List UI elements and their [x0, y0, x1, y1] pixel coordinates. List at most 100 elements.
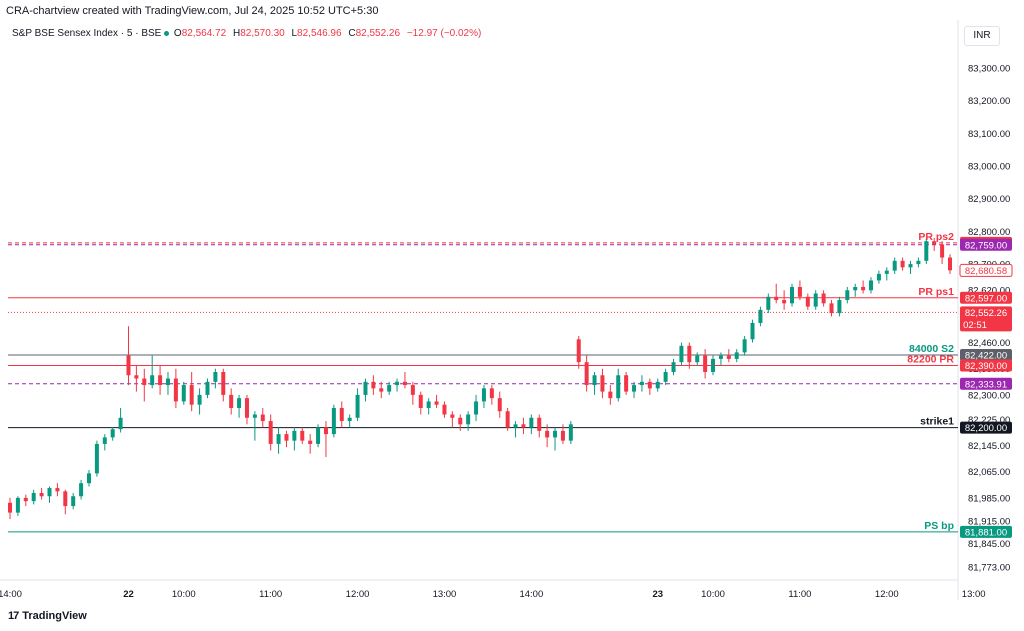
candle-body[interactable] [237, 398, 242, 408]
candle-body[interactable] [805, 296, 810, 307]
candle-body[interactable] [505, 411, 510, 428]
candle-body[interactable] [379, 388, 384, 392]
candle-body[interactable] [292, 430, 297, 441]
candle-body[interactable] [71, 496, 76, 507]
candle-body[interactable] [521, 424, 526, 428]
candle-body[interactable] [845, 290, 850, 301]
candle-body[interactable] [15, 497, 20, 513]
candle-body[interactable] [213, 371, 218, 382]
candle-body[interactable] [79, 483, 84, 497]
candle-body[interactable] [916, 260, 921, 265]
candle-body[interactable] [600, 375, 605, 392]
candle-body[interactable] [86, 473, 91, 484]
candle-body[interactable] [624, 375, 629, 392]
symbol-name[interactable]: S&P BSE Sensex Index · 5 · BSE [12, 28, 162, 39]
candle-body[interactable] [363, 381, 368, 395]
candle-body[interactable] [197, 394, 202, 405]
candle-body[interactable] [402, 381, 407, 386]
candle-body[interactable] [102, 437, 107, 444]
candle-body[interactable] [8, 502, 12, 513]
candle-body[interactable] [142, 378, 147, 386]
candle-body[interactable] [537, 417, 542, 431]
candle-body[interactable] [418, 394, 423, 408]
candle-body[interactable] [284, 434, 289, 441]
candle-body[interactable] [158, 375, 163, 386]
candle-body[interactable] [276, 434, 281, 444]
candle-body[interactable] [173, 378, 178, 402]
candle-body[interactable] [560, 430, 565, 441]
candle-body[interactable] [703, 355, 708, 372]
candle-body[interactable] [940, 244, 945, 258]
candle-body[interactable] [308, 440, 313, 444]
candle-body[interactable] [229, 394, 234, 408]
candle-body[interactable] [655, 381, 660, 389]
candle-body[interactable] [347, 417, 352, 422]
candle-body[interactable] [47, 488, 52, 497]
candle-body[interactable] [118, 417, 123, 430]
candle-body[interactable] [268, 421, 273, 444]
candle-body[interactable] [181, 385, 186, 402]
candle-body[interactable] [442, 404, 447, 415]
candle-body[interactable] [576, 339, 581, 363]
candle-body[interactable] [489, 388, 494, 399]
candle-body[interactable] [316, 427, 321, 444]
candle-body[interactable] [687, 345, 692, 363]
candle-body[interactable] [450, 414, 455, 418]
candle-body[interactable] [813, 293, 818, 307]
candle-body[interactable] [837, 300, 842, 314]
candle-body[interactable] [221, 371, 226, 395]
candle-body[interactable] [647, 381, 652, 389]
candle-body[interactable] [474, 401, 479, 415]
candle-body[interactable] [742, 339, 747, 353]
candle-body[interactable] [884, 270, 889, 274]
candle-body[interactable] [821, 293, 826, 304]
candle-body[interactable] [529, 417, 534, 428]
candle-body[interactable] [671, 362, 676, 372]
candle-body[interactable] [371, 381, 376, 389]
candle-body[interactable] [205, 381, 210, 395]
candle-body[interactable] [750, 322, 755, 340]
candle-body[interactable] [774, 296, 779, 301]
candle-body[interactable] [695, 355, 700, 363]
candle-body[interactable] [31, 492, 36, 502]
candle-body[interactable] [790, 286, 795, 304]
candle-body[interactable] [892, 260, 897, 271]
candle-body[interactable] [908, 264, 913, 268]
candle-body[interactable] [711, 358, 716, 372]
candle-body[interactable] [853, 286, 858, 291]
candle-body[interactable] [110, 429, 115, 438]
candle-body[interactable] [632, 385, 637, 392]
candle-body[interactable] [797, 286, 802, 297]
candle-body[interactable] [331, 407, 336, 435]
candle-body[interactable] [568, 424, 573, 441]
candle-body[interactable] [932, 241, 937, 245]
candle-body[interactable] [584, 362, 589, 386]
candle-body[interactable] [679, 345, 684, 363]
candle-body[interactable] [545, 430, 550, 438]
candle-body[interactable] [513, 424, 518, 428]
candle-body[interactable] [726, 355, 731, 359]
candle-body[interactable] [63, 491, 68, 507]
candle-body[interactable] [466, 414, 471, 425]
candle-body[interactable] [861, 286, 866, 291]
candle-body[interactable] [608, 391, 613, 399]
candle-body[interactable] [458, 417, 463, 425]
candle-body[interactable] [323, 427, 328, 435]
candle-body[interactable] [869, 280, 874, 291]
candle-body[interactable] [718, 355, 723, 359]
candle-body[interactable] [387, 385, 392, 392]
candle-body[interactable] [244, 398, 249, 418]
candle-body[interactable] [663, 371, 668, 382]
candle-body[interactable] [260, 414, 265, 422]
candle-body[interactable] [497, 398, 502, 412]
candle-body[interactable] [39, 492, 44, 497]
candle-body[interactable] [434, 401, 439, 405]
candle-body[interactable] [395, 381, 400, 386]
candle-body[interactable] [553, 430, 558, 438]
candle-body[interactable] [252, 414, 257, 418]
candle-body[interactable] [616, 375, 621, 399]
candle-body[interactable] [900, 260, 905, 268]
candle-body[interactable] [23, 497, 28, 502]
candle-body[interactable] [300, 430, 305, 441]
